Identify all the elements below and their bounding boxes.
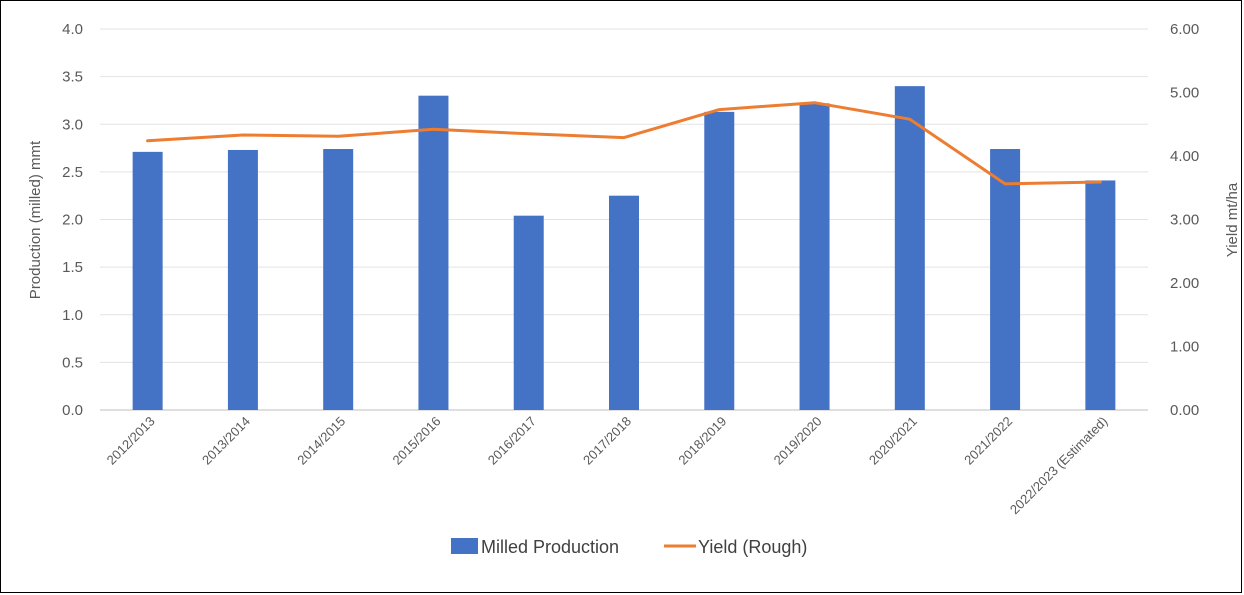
left-tick-label: 0.5 bbox=[62, 354, 83, 371]
bar bbox=[990, 149, 1021, 410]
left-axis-title: Production (milled) mmt bbox=[27, 140, 44, 299]
x-tick-label: 2016/2017 bbox=[485, 414, 539, 468]
bar bbox=[894, 86, 925, 411]
right-tick-label: 0.00 bbox=[1170, 402, 1199, 419]
bar bbox=[799, 103, 830, 411]
left-tick-label: 1.0 bbox=[62, 307, 83, 324]
left-tick-label: 3.5 bbox=[62, 69, 83, 86]
right-axis-ticks: 0.00 1.00 2.00 3.00 4.00 5.00 6.00 bbox=[1170, 21, 1199, 419]
right-tick-label: 2.00 bbox=[1170, 275, 1199, 292]
right-axis-title: Yield mt/ha bbox=[1224, 182, 1241, 257]
x-tick-label: 2022/2023 (Estimated) bbox=[1007, 414, 1111, 518]
bar bbox=[1085, 180, 1116, 410]
right-tick-label: 1.00 bbox=[1170, 339, 1199, 356]
left-tick-label: 0.0 bbox=[62, 402, 83, 419]
bar bbox=[513, 215, 544, 410]
left-tick-label: 2.5 bbox=[62, 164, 83, 181]
x-tick-label: 2012/2013 bbox=[104, 414, 158, 468]
right-tick-label: 3.00 bbox=[1170, 212, 1199, 229]
bar bbox=[704, 111, 735, 411]
legend-label-bar: Milled Production bbox=[481, 537, 619, 557]
bar bbox=[323, 149, 354, 410]
x-tick-label: 2020/2021 bbox=[866, 414, 920, 468]
left-tick-label: 3.0 bbox=[62, 116, 83, 133]
legend: Milled Production Yield (Rough) bbox=[451, 537, 807, 557]
right-tick-label: 5.00 bbox=[1170, 85, 1199, 102]
x-tick-label: 2019/2020 bbox=[771, 414, 825, 468]
x-tick-label: 2018/2019 bbox=[675, 414, 729, 468]
bar bbox=[418, 95, 449, 411]
x-tick-label: 2015/2016 bbox=[390, 414, 444, 468]
left-tick-label: 1.5 bbox=[62, 259, 83, 276]
left-tick-label: 2.0 bbox=[62, 212, 83, 229]
left-tick-label: 4.0 bbox=[62, 21, 83, 38]
x-tick-label: 2017/2018 bbox=[580, 414, 634, 468]
bar bbox=[227, 149, 258, 410]
bar-series bbox=[132, 86, 1116, 411]
x-tick-label: 2013/2014 bbox=[199, 414, 253, 468]
x-tick-label: 2014/2015 bbox=[294, 414, 348, 468]
bar bbox=[132, 151, 163, 410]
yield-line bbox=[146, 101, 1102, 186]
right-tick-label: 4.00 bbox=[1170, 148, 1199, 165]
line-series bbox=[146, 101, 1102, 186]
legend-swatch-bar bbox=[451, 538, 478, 554]
x-tick-label: 2021/2022 bbox=[961, 414, 1015, 468]
bar bbox=[609, 195, 639, 410]
gridlines bbox=[100, 28, 1148, 411]
left-axis-ticks: 0.0 0.5 1.0 1.5 2.0 2.5 3.0 3.5 4.0 bbox=[62, 21, 83, 419]
x-axis-ticks: 2012/2013 2013/2014 2014/2015 2015/2016 2016… bbox=[104, 414, 1111, 518]
legend-label-line: Yield (Rough) bbox=[698, 537, 807, 557]
right-tick-label: 6.00 bbox=[1170, 21, 1199, 38]
